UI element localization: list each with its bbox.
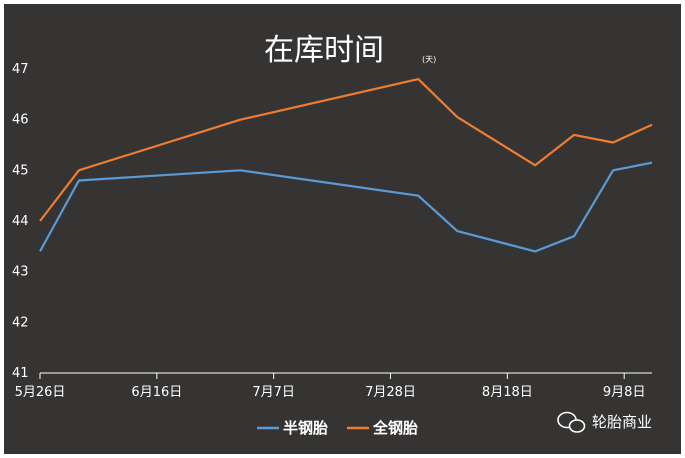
x-tick-label: 5月26日 — [15, 385, 66, 400]
legend-label-1: 半钢胎 — [283, 419, 328, 437]
watermark-text: 轮胎商业 — [592, 413, 652, 431]
y-tick-label: 44 — [12, 214, 29, 229]
x-tick-label: 9月8日 — [603, 385, 646, 400]
watermark: 轮胎商业 — [557, 411, 652, 433]
y-tick-label: 43 — [12, 265, 29, 280]
legend-label-2: 全钢胎 — [372, 419, 418, 437]
y-tick-label: 45 — [12, 163, 29, 178]
x-tick-label: 7月7日 — [252, 385, 295, 400]
x-axis: 5月26日 6月16日 7月7日 7月28日 8月18日 9月8日 — [15, 372, 652, 400]
y-tick-label: 47 — [12, 62, 29, 77]
y-tick-label: 41 — [12, 366, 29, 381]
series-line-1 — [39, 161, 653, 253]
legend: 半钢胎 全钢胎 — [257, 419, 418, 437]
unit-label: (天) — [422, 55, 436, 64]
line-chart: 在库时间 (天) 41 42 43 44 45 46 47 5月26日 6月16日 7月7日 7月… — [12, 33, 653, 437]
y-tick-label: 42 — [12, 315, 29, 330]
x-tick-label: 8月18日 — [482, 385, 533, 400]
x-tick-label: 6月16日 — [131, 385, 182, 400]
x-tick-label: 7月28日 — [365, 385, 416, 400]
y-axis-ticks: 41 42 43 44 45 46 47 — [12, 62, 29, 381]
series-line-2 — [39, 77, 653, 222]
chart-title: 在库时间 — [264, 33, 384, 68]
wechat-icon — [557, 411, 586, 433]
y-tick-label: 46 — [12, 113, 29, 128]
chart-frame: 在库时间 (天) 41 42 43 44 45 46 47 5月26日 6月16日 7月7日 7月… — [4, 4, 681, 454]
series-lines — [39, 77, 653, 253]
